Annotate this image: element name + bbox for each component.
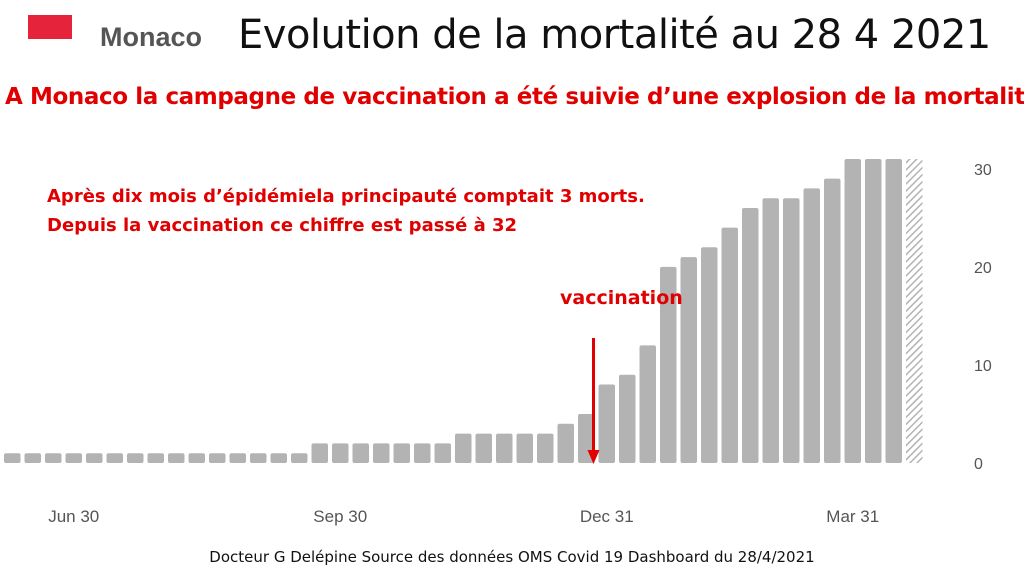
monaco-flag <box>28 15 72 39</box>
bar <box>86 453 103 463</box>
bar <box>188 453 205 463</box>
bar <box>619 374 636 463</box>
annotation-line-1: Après dix mois d’épidémiela principauté … <box>47 186 645 207</box>
bar <box>147 453 164 463</box>
bar <box>844 159 861 463</box>
bar <box>127 453 144 463</box>
bar <box>639 345 656 463</box>
annotation-line-2: Depuis la vaccination ce chiffre est pas… <box>47 215 518 236</box>
bar <box>598 384 615 463</box>
x-tick-label: Sep 30 <box>313 507 367 526</box>
bar <box>45 453 62 463</box>
bar <box>434 443 451 463</box>
bar <box>721 227 738 463</box>
bar <box>332 443 349 463</box>
bar <box>742 208 759 463</box>
bar <box>516 433 533 463</box>
bar <box>803 188 820 463</box>
bar <box>475 433 492 463</box>
y-tick-label: 0 <box>974 456 983 473</box>
bar <box>680 257 697 463</box>
y-tick-label: 20 <box>974 260 992 277</box>
page-subtitle: A Monaco la campagne de vaccination a ét… <box>5 84 1024 110</box>
bar <box>496 433 513 463</box>
x-tick-label: Jun 30 <box>48 507 99 526</box>
bar <box>209 453 226 463</box>
bar <box>373 443 390 463</box>
bar <box>311 443 328 463</box>
bar <box>414 443 431 463</box>
y-tick-label: 10 <box>974 358 992 375</box>
country-name: Monaco <box>100 22 203 52</box>
bar <box>824 178 841 463</box>
x-tick-label: Mar 31 <box>826 507 879 526</box>
bar <box>537 433 554 463</box>
bar <box>701 247 718 463</box>
bar <box>4 453 21 463</box>
bar <box>865 159 882 463</box>
source-footer: Docteur G Delépine Source des données OM… <box>209 548 815 566</box>
bar <box>660 266 677 463</box>
bar <box>168 453 185 463</box>
bar <box>270 453 287 463</box>
page-title: Evolution de la mortalité au 28 4 2021 <box>238 12 991 58</box>
bar <box>250 453 267 463</box>
bar <box>783 198 800 463</box>
x-tick-label: Dec 31 <box>580 507 634 526</box>
bar <box>393 443 410 463</box>
bar <box>291 453 308 463</box>
bar <box>557 423 574 463</box>
y-tick-label: 30 <box>974 162 992 179</box>
bar <box>24 453 41 463</box>
bar <box>106 453 123 463</box>
bar <box>65 453 82 463</box>
bar <box>455 433 472 463</box>
bar-partial <box>906 159 923 463</box>
bar <box>229 453 246 463</box>
vaccination-label: vaccination <box>560 287 683 309</box>
bar <box>762 198 779 463</box>
bar <box>352 443 369 463</box>
vaccination-arrow-head <box>587 450 600 464</box>
bar <box>885 159 902 463</box>
